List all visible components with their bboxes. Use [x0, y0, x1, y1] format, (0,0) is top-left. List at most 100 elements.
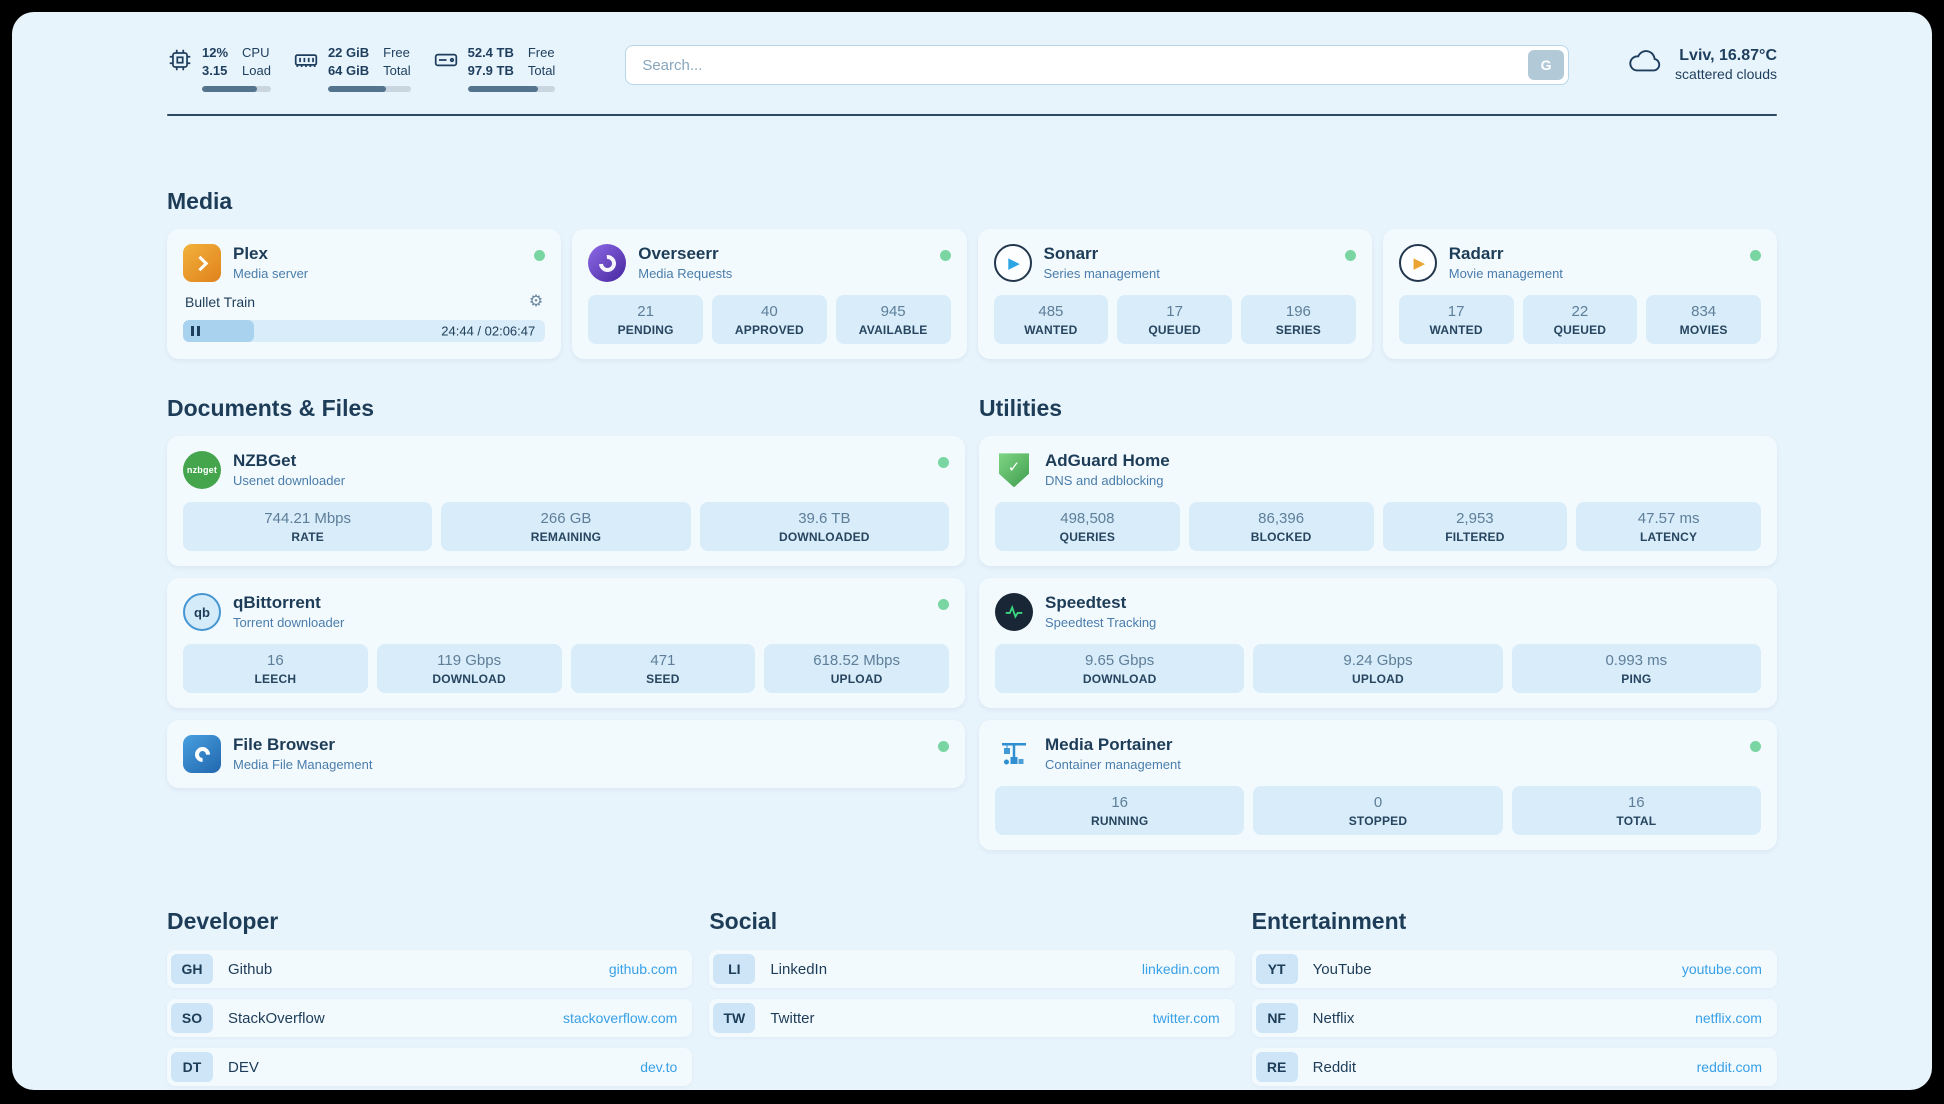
filebrowser-icon — [183, 735, 221, 774]
stat-label: WANTED — [1024, 323, 1078, 338]
stat-box: 945 AVAILABLE — [835, 295, 951, 345]
topbar: 12% 3.15 CPU Load — [167, 44, 1777, 93]
bookmark-abbr: SO — [171, 1003, 213, 1034]
overseerr-card[interactable]: Overseerr Media Requests 21 PENDING 40 A… — [572, 229, 967, 360]
bookmarks-entertainment: Entertainment YT YouTube youtube.com NF … — [1251, 908, 1777, 1087]
cpu-progress-bar — [202, 86, 271, 93]
play-icon: ▶ — [1413, 254, 1426, 272]
search-engine-button[interactable]: G — [1528, 50, 1565, 80]
plex-card[interactable]: Plex Media server Bullet Train ⚙ 24:44 — [167, 229, 562, 360]
portainer-crane-icon — [995, 735, 1033, 773]
nzbget-card[interactable]: nzbget NZBGet Usenet downloader 744.21 M… — [167, 436, 965, 567]
bookmark-url[interactable]: github.com — [608, 961, 678, 978]
gear-icon[interactable]: ⚙ — [528, 293, 544, 311]
stat-label: DOWNLOAD — [1082, 672, 1157, 687]
stat-value: 22 — [1571, 303, 1589, 321]
bookmark-twitter[interactable]: TW Twitter twitter.com — [709, 999, 1235, 1038]
bookmark-name: DEV — [228, 1058, 259, 1076]
stat-value: 39.6 TB — [798, 510, 851, 528]
bookmark-url[interactable]: stackoverflow.com — [562, 1010, 678, 1027]
radarr-card[interactable]: ▶ Radarr Movie management 17 WANTED — [1382, 229, 1777, 360]
stat-box: 47.57 ms LATENCY — [1576, 502, 1761, 552]
app-name: Radarr — [1448, 244, 1504, 264]
stat-value: 196 — [1285, 303, 1311, 321]
stat-box: 196 SERIES — [1241, 295, 1356, 345]
app-name: Sonarr — [1043, 244, 1099, 264]
stat-label: LATENCY — [1640, 530, 1698, 545]
cpu-usage-value: 12% — [202, 45, 229, 60]
app-name: Plex — [233, 244, 268, 264]
utilities-section-title: Utilities — [979, 395, 1063, 422]
chevron-right-icon — [192, 255, 208, 272]
bookmark-stackoverflow[interactable]: SO StackOverflow stackoverflow.com — [167, 999, 693, 1038]
stat-box: 86,396 BLOCKED — [1188, 502, 1374, 552]
bookmark-abbr: GH — [171, 954, 213, 985]
stat-label: QUEUED — [1553, 323, 1607, 338]
bookmark-name: LinkedIn — [770, 960, 828, 978]
stat-label: LEECH — [254, 672, 297, 687]
cloud-icon — [1627, 48, 1663, 81]
sonarr-card[interactable]: ▶ Sonarr Series management 485 WANTED — [977, 229, 1372, 360]
bookmark-url[interactable]: linkedin.com — [1141, 961, 1220, 978]
stat-box: 834 MOVIES — [1646, 295, 1761, 345]
app-desc: Speedtest Tracking — [1045, 615, 1157, 631]
bookmark-url[interactable]: reddit.com — [1696, 1059, 1762, 1076]
weather-widget: Lviv, 16.87°C scattered clouds — [1627, 46, 1777, 82]
stat-label: QUERIES — [1059, 530, 1116, 545]
stat-label: FILTERED — [1445, 530, 1505, 545]
stat-box: 40 APPROVED — [712, 295, 827, 345]
stat-value: 17 — [1166, 303, 1183, 321]
bookmark-youtube[interactable]: YT YouTube youtube.com — [1251, 950, 1777, 989]
stat-label: APPROVED — [734, 323, 804, 338]
ram-metric: 22 GiB 64 GiB Free Total — [293, 44, 411, 93]
stat-value: 498,508 — [1060, 510, 1115, 528]
filebrowser-card[interactable]: File Browser Media File Management — [167, 720, 965, 789]
app-desc: Torrent downloader — [233, 615, 345, 631]
status-dot — [939, 250, 951, 262]
stat-box: 744.21 Mbps RATE — [183, 502, 433, 552]
shield-check-icon: ✓ — [999, 453, 1029, 488]
bookmark-linkedin[interactable]: LI LinkedIn linkedin.com — [709, 950, 1235, 989]
adguard-card[interactable]: ✓ AdGuard Home DNS and adblocking 498,50… — [979, 436, 1777, 567]
bookmark-name: StackOverflow — [228, 1009, 325, 1027]
ram-free-label: Free — [383, 45, 410, 60]
bookmark-github[interactable]: GH Github github.com — [167, 950, 693, 989]
search-input[interactable] — [625, 45, 1570, 85]
bookmark-url[interactable]: youtube.com — [1681, 961, 1762, 978]
stat-value: 0 — [1373, 794, 1383, 812]
bookmark-url[interactable]: netflix.com — [1695, 1010, 1762, 1027]
stat-label: REMAINING — [530, 530, 602, 545]
bookmark-dev[interactable]: DT DEV dev.to — [167, 1048, 693, 1087]
hard-drive-icon — [433, 47, 459, 73]
cpu-load-value: 3.15 — [202, 63, 228, 79]
stat-value: 834 — [1691, 303, 1717, 321]
playback-time: 24:44 / 02:06:47 — [441, 323, 536, 339]
pulse-line-icon — [1005, 605, 1023, 620]
bookmark-name: Github — [228, 960, 273, 978]
bookmark-url[interactable]: dev.to — [640, 1059, 678, 1076]
disk-free-value: 52.4 TB — [467, 45, 514, 60]
swirl-icon — [595, 251, 620, 276]
stat-box: 17 QUEUED — [1117, 295, 1232, 345]
stat-label: RUNNING — [1090, 814, 1149, 829]
playback-progress-bar[interactable]: 24:44 / 02:06:47 — [183, 320, 546, 343]
app-desc: Media File Management — [233, 757, 373, 773]
playback-progress-fill — [183, 320, 254, 343]
portainer-card[interactable]: Media Portainer Container management 16 … — [979, 720, 1777, 851]
stat-box: 485 WANTED — [993, 295, 1109, 345]
ring-icon — [191, 743, 213, 765]
section-media: Media Plex Media server Bullet Train ⚙ — [167, 188, 1777, 360]
stat-value: 266 GB — [540, 510, 592, 528]
stat-box: 471 SEED — [570, 644, 756, 694]
speedtest-card[interactable]: Speedtest Speedtest Tracking 9.65 Gbps D… — [979, 578, 1777, 709]
bookmark-url[interactable]: twitter.com — [1152, 1010, 1220, 1027]
bookmark-name: Netflix — [1312, 1009, 1355, 1027]
stat-value: 744.21 Mbps — [264, 510, 352, 528]
pause-icon[interactable] — [191, 326, 203, 337]
stat-box: 39.6 TB DOWNLOADED — [699, 502, 949, 552]
app-name: qBittorrent — [233, 593, 321, 613]
bookmark-reddit[interactable]: RE Reddit reddit.com — [1251, 1048, 1777, 1087]
app-name: Overseerr — [638, 244, 719, 264]
qbittorrent-card[interactable]: qb qBittorrent Torrent downloader 16 LEE… — [167, 578, 965, 709]
bookmark-netflix[interactable]: NF Netflix netflix.com — [1251, 999, 1777, 1038]
